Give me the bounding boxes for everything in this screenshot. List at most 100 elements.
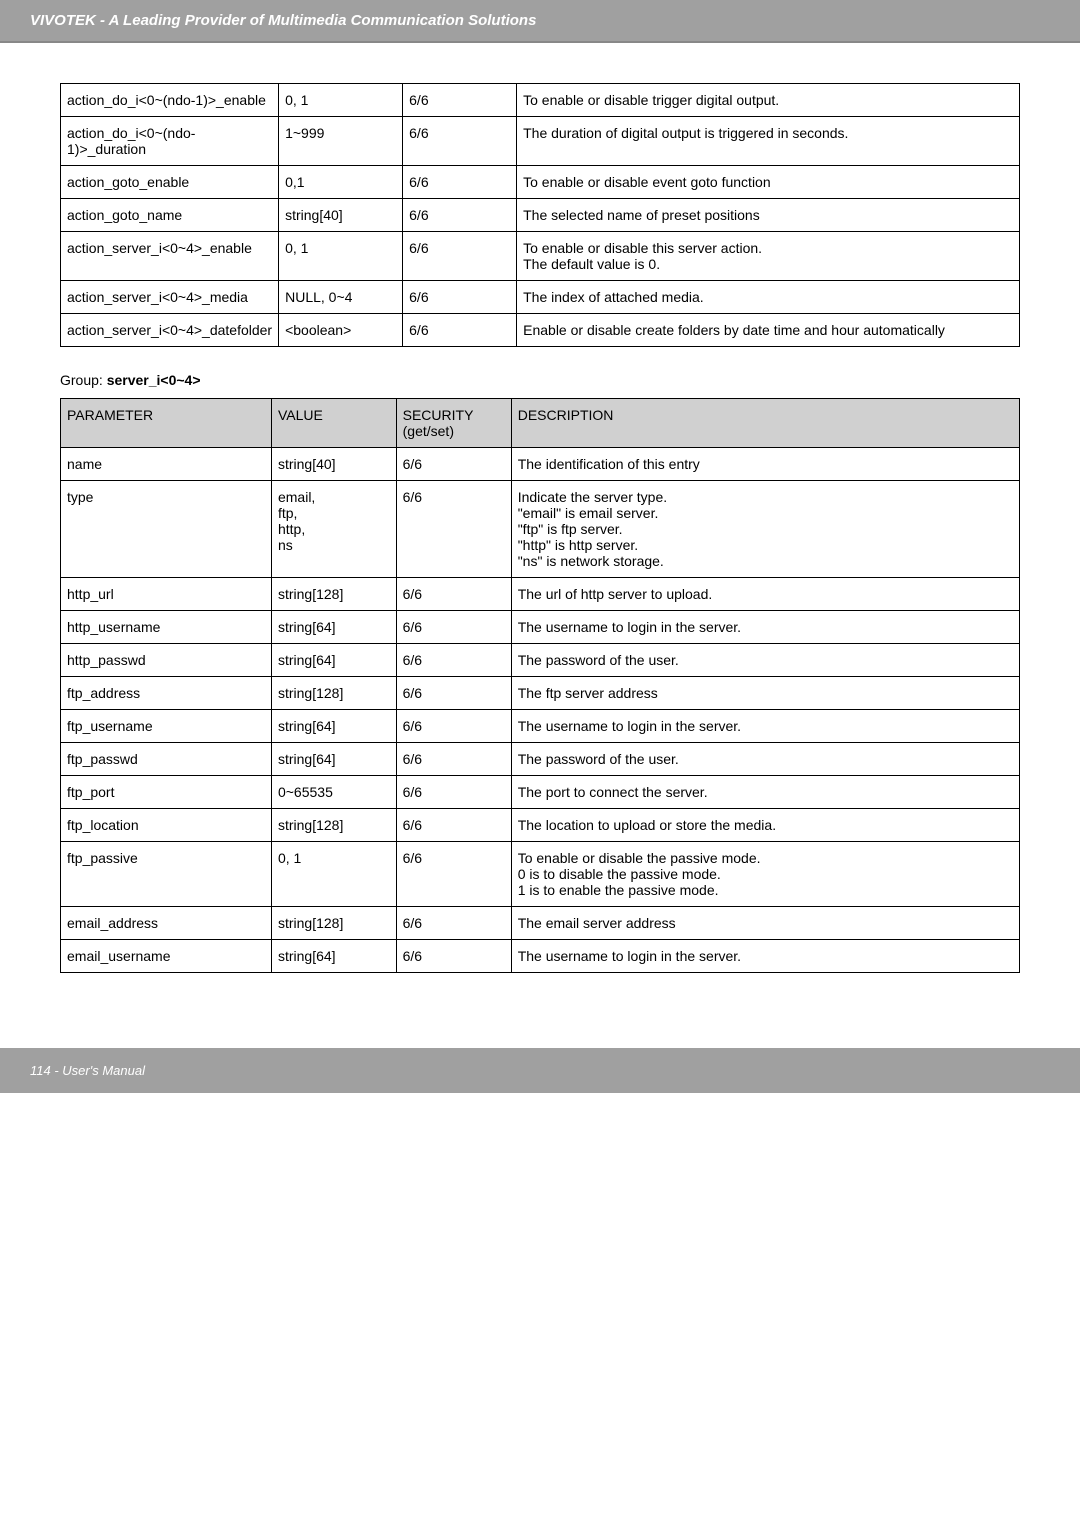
cell-description: Indicate the server type. "email" is ema… <box>511 481 1019 578</box>
cell-parameter: type <box>61 481 272 578</box>
cell-parameter: ftp_port <box>61 776 272 809</box>
cell-description: The selected name of preset positions <box>517 199 1020 232</box>
cell-parameter: action_goto_name <box>61 199 279 232</box>
cell-description: The username to login in the server. <box>511 611 1019 644</box>
cell-description: To enable or disable this server action.… <box>517 232 1020 281</box>
table-actions: action_do_i<0~(ndo-1)>_enable0, 16/6To e… <box>60 83 1020 347</box>
cell-parameter: action_do_i<0~(ndo-1)>_duration <box>61 117 279 166</box>
cell-value: email, ftp, http, ns <box>271 481 396 578</box>
table-row: ftp_passwdstring[64]6/6The password of t… <box>61 743 1020 776</box>
cell-parameter: action_goto_enable <box>61 166 279 199</box>
cell-parameter: action_server_i<0~4>_enable <box>61 232 279 281</box>
cell-parameter: http_passwd <box>61 644 272 677</box>
cell-security: 6/6 <box>396 677 511 710</box>
table-row: action_server_i<0~4>_enable0, 16/6To ena… <box>61 232 1020 281</box>
table-row: action_do_i<0~(ndo-1)>_duration1~9996/6T… <box>61 117 1020 166</box>
cell-security: 6/6 <box>396 809 511 842</box>
table-header-row: PARAMETER VALUE SECURITY (get/set) DESCR… <box>61 399 1020 448</box>
cell-description: The ftp server address <box>511 677 1019 710</box>
cell-description: The location to upload or store the medi… <box>511 809 1019 842</box>
cell-description: The identification of this entry <box>511 448 1019 481</box>
cell-security: 6/6 <box>403 314 517 347</box>
cell-value: 1~999 <box>279 117 403 166</box>
header-value: VALUE <box>271 399 396 448</box>
cell-security: 6/6 <box>396 907 511 940</box>
cell-value: string[128] <box>271 907 396 940</box>
cell-security: 6/6 <box>396 578 511 611</box>
cell-security: 6/6 <box>396 743 511 776</box>
cell-security: 6/6 <box>396 776 511 809</box>
cell-security: 6/6 <box>396 940 511 973</box>
cell-parameter: http_username <box>61 611 272 644</box>
page-footer: 114 - User's Manual <box>0 1048 1080 1093</box>
cell-description: To enable or disable event goto function <box>517 166 1020 199</box>
table-row: http_passwdstring[64]6/6The password of … <box>61 644 1020 677</box>
cell-security: 6/6 <box>396 644 511 677</box>
cell-description: Enable or disable create folders by date… <box>517 314 1020 347</box>
cell-description: The port to connect the server. <box>511 776 1019 809</box>
group-label: Group: server_i<0~4> <box>60 372 1020 388</box>
cell-value: string[64] <box>271 644 396 677</box>
cell-value: 0, 1 <box>279 232 403 281</box>
cell-description: To enable or disable the passive mode. 0… <box>511 842 1019 907</box>
cell-security: 6/6 <box>396 842 511 907</box>
cell-parameter: http_url <box>61 578 272 611</box>
table-row: namestring[40]6/6The identification of t… <box>61 448 1020 481</box>
cell-parameter: name <box>61 448 272 481</box>
cell-parameter: ftp_passive <box>61 842 272 907</box>
table-row: typeemail, ftp, http, ns6/6Indicate the … <box>61 481 1020 578</box>
table-row: http_usernamestring[64]6/6The username t… <box>61 611 1020 644</box>
cell-security: 6/6 <box>396 611 511 644</box>
cell-value: 0,1 <box>279 166 403 199</box>
cell-description: The password of the user. <box>511 644 1019 677</box>
cell-parameter: action_do_i<0~(ndo-1)>_enable <box>61 84 279 117</box>
cell-security: 6/6 <box>403 84 517 117</box>
cell-value: string[128] <box>271 677 396 710</box>
cell-security: 6/6 <box>396 448 511 481</box>
table-row: email_addressstring[128]6/6The email ser… <box>61 907 1020 940</box>
cell-parameter: action_server_i<0~4>_datefolder <box>61 314 279 347</box>
header-description: DESCRIPTION <box>511 399 1019 448</box>
cell-security: 6/6 <box>403 117 517 166</box>
cell-value: string[128] <box>271 578 396 611</box>
table-row: action_goto_enable0,16/6To enable or dis… <box>61 166 1020 199</box>
table-row: ftp_passive0, 16/6To enable or disable t… <box>61 842 1020 907</box>
cell-value: string[128] <box>271 809 396 842</box>
header-parameter: PARAMETER <box>61 399 272 448</box>
cell-parameter: ftp_username <box>61 710 272 743</box>
page-content: action_do_i<0~(ndo-1)>_enable0, 16/6To e… <box>0 43 1080 1018</box>
cell-value: string[64] <box>271 940 396 973</box>
header-security: SECURITY (get/set) <box>396 399 511 448</box>
group-name: server_i<0~4> <box>107 372 201 388</box>
cell-value: 0~65535 <box>271 776 396 809</box>
cell-security: 6/6 <box>403 281 517 314</box>
cell-parameter: email_address <box>61 907 272 940</box>
cell-description: The username to login in the server. <box>511 940 1019 973</box>
cell-value: 0, 1 <box>279 84 403 117</box>
table-row: action_server_i<0~4>_mediaNULL, 0~46/6Th… <box>61 281 1020 314</box>
table-row: ftp_addressstring[128]6/6The ftp server … <box>61 677 1020 710</box>
cell-value: string[64] <box>271 710 396 743</box>
table-row: action_server_i<0~4>_datefolder<boolean>… <box>61 314 1020 347</box>
table-row: http_urlstring[128]6/6The url of http se… <box>61 578 1020 611</box>
cell-description: The password of the user. <box>511 743 1019 776</box>
cell-parameter: ftp_location <box>61 809 272 842</box>
cell-security: 6/6 <box>403 166 517 199</box>
cell-parameter: ftp_passwd <box>61 743 272 776</box>
cell-security: 6/6 <box>403 199 517 232</box>
cell-value: string[64] <box>271 743 396 776</box>
cell-value: 0, 1 <box>271 842 396 907</box>
cell-security: 6/6 <box>403 232 517 281</box>
cell-description: The duration of digital output is trigge… <box>517 117 1020 166</box>
cell-value: string[40] <box>279 199 403 232</box>
cell-value: <boolean> <box>279 314 403 347</box>
header-title: VIVOTEK - A Leading Provider of Multimed… <box>30 12 536 29</box>
cell-description: The username to login in the server. <box>511 710 1019 743</box>
cell-description: To enable or disable trigger digital out… <box>517 84 1020 117</box>
table-row: action_goto_namestring[40]6/6The selecte… <box>61 199 1020 232</box>
group-prefix: Group: <box>60 372 107 388</box>
cell-description: The url of http server to upload. <box>511 578 1019 611</box>
cell-value: string[40] <box>271 448 396 481</box>
table-row: ftp_locationstring[128]6/6The location t… <box>61 809 1020 842</box>
cell-security: 6/6 <box>396 710 511 743</box>
